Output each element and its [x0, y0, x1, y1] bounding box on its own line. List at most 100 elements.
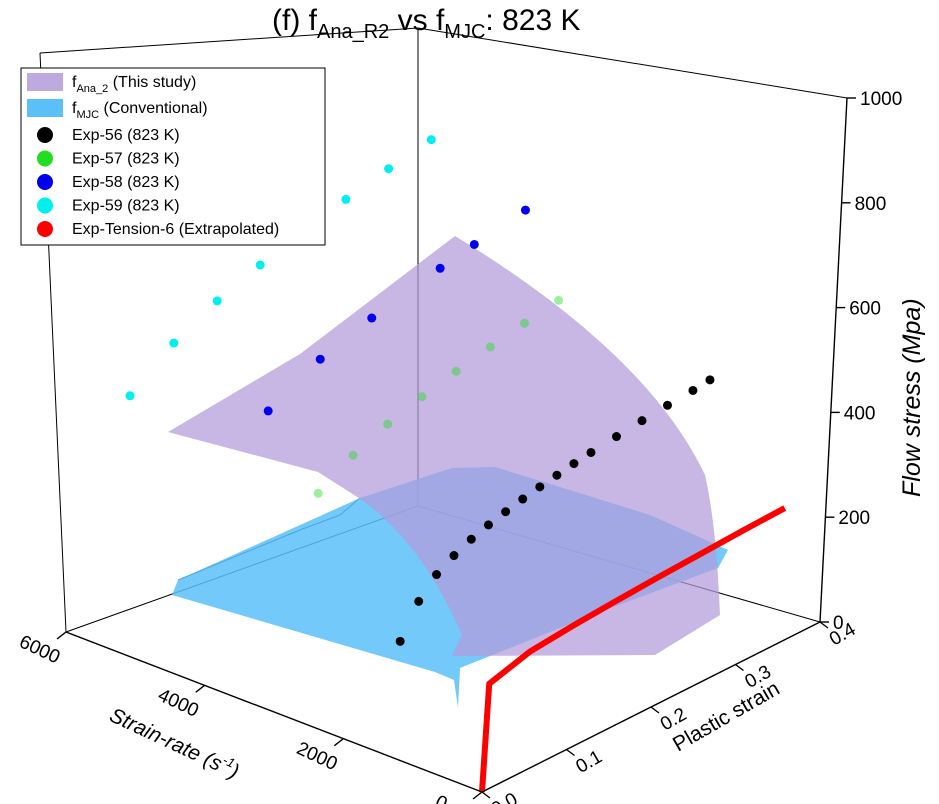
plastic-strain-tick-label: 0.0	[488, 789, 521, 804]
data-point	[426, 135, 436, 145]
legend-marker	[37, 197, 53, 214]
legend-series-label: Exp-59 (823 K)	[72, 198, 180, 215]
flow-stress-tick-label: 400	[844, 403, 876, 424]
data-point	[367, 313, 377, 323]
data-point	[662, 400, 672, 410]
plastic-strain-tick-mark	[735, 663, 744, 672]
strain-rate-tick-mark	[195, 684, 206, 693]
legend-box	[20, 67, 326, 246]
chart-title: (f) fAna_R2 vs fMJC: 823 K	[272, 4, 580, 43]
frame-back-top-right	[417, 27, 848, 99]
data-point	[255, 260, 265, 270]
data-point	[552, 470, 562, 480]
strain-rate-label-sup: -1	[221, 752, 238, 770]
strain-rate-tick-label: 0	[432, 791, 450, 804]
legend-mjc-sub: MJC	[76, 109, 99, 121]
data-point	[414, 596, 424, 606]
flow-stress-tick-label: 800	[855, 194, 887, 215]
strain-rate-tick-mark	[472, 791, 483, 800]
data-point	[313, 488, 323, 498]
legend-series-label: Exp-56 (823 K)	[72, 127, 180, 144]
strain-rate-tick-mark	[56, 631, 67, 640]
data-point	[395, 636, 405, 646]
series-line-tension	[479, 505, 787, 793]
data-point	[520, 205, 530, 215]
legend-ana-sub: Ana_2	[76, 83, 108, 95]
flow-stress-axis: 0 200 400 600 800 1000 Flow stress (Mpa)	[819, 89, 926, 634]
data-point	[705, 375, 715, 385]
data-point	[432, 570, 442, 580]
legend-marker	[37, 127, 53, 143]
legend-marker	[37, 221, 53, 237]
data-point	[469, 239, 479, 249]
surface-ana	[168, 236, 720, 656]
strain-rate-tick-label: 6000	[16, 631, 63, 668]
data-point	[483, 520, 493, 530]
strain-rate-tick-label: 2000	[293, 738, 340, 775]
scatter-layer	[125, 135, 787, 793]
data-point	[384, 164, 394, 174]
data-point	[485, 342, 495, 352]
data-point	[611, 432, 621, 442]
surface-mjc-edge	[177, 497, 361, 581]
flow-stress-tick-label: 600	[849, 299, 881, 320]
data-point	[554, 295, 564, 305]
data-point	[341, 194, 351, 204]
data-point	[263, 406, 273, 416]
flow-stress-tick-label: 200	[838, 508, 870, 529]
chart-title-sub2: MJC	[444, 21, 485, 43]
plastic-strain-tick-mark	[566, 748, 575, 757]
flow-stress-axis-line	[819, 97, 848, 623]
chart-title-mid: vs f	[389, 4, 445, 37]
legend-series-label: Exp-57 (823 K)	[72, 151, 180, 168]
data-point	[688, 385, 698, 395]
strain-rate-axis-label: Strain-rate (s-1)	[106, 701, 244, 784]
data-point	[169, 338, 179, 348]
legend: fAna_2 (This study) fMJC (Conventional) …	[20, 67, 326, 246]
legend-label-mjc: fMJC (Conventional)	[72, 100, 208, 121]
chart-title-suffix: : 823 K	[485, 4, 580, 37]
data-point	[451, 366, 461, 376]
data-point	[586, 447, 596, 457]
legend-ana-main: f	[72, 74, 77, 91]
plastic-strain-tick-mark	[819, 621, 829, 629]
legend-marker	[37, 150, 53, 167]
flow-stress-tick-label: 1000	[860, 89, 902, 110]
legend-ana-rest: (This study)	[108, 74, 196, 91]
legend-swatch-ana	[27, 73, 63, 91]
data-point	[637, 416, 647, 426]
data-point	[466, 534, 476, 544]
legend-mjc-main: f	[72, 100, 77, 117]
data-point	[449, 551, 459, 561]
data-point	[315, 354, 325, 364]
flow-stress-tick-label: 0	[833, 613, 844, 634]
legend-marker	[37, 174, 53, 190]
legend-series-label: Exp-Tension-6 (Extrapolated)	[72, 221, 279, 238]
flow-stress-ticks: 0 200 400 600 800 1000	[820, 89, 902, 634]
plastic-strain-tick-label: 0.1	[573, 746, 606, 777]
legend-swatch-mjc	[27, 99, 63, 117]
plastic-strain-tick-mark	[481, 791, 491, 799]
data-point	[125, 391, 135, 401]
chart-title-prefix: (f) f	[272, 4, 318, 37]
strain-rate-tick-label: 4000	[155, 685, 202, 722]
strain-rate-label-text: Strain-rate (s	[106, 704, 226, 776]
legend-series-label: Exp-58 (823 K)	[72, 174, 180, 191]
flow-stress-axis-label: Flow stress (Mpa)	[898, 298, 926, 497]
legend-series: Exp-56 (823 K) Exp-57 (823 K) Exp-58 (823 …	[37, 127, 279, 238]
strain-rate-tick-mark	[333, 738, 344, 747]
legend-label-ana: fAna_2 (This study)	[72, 74, 196, 95]
data-point	[518, 494, 528, 504]
data-point	[520, 318, 530, 328]
data-point	[569, 459, 579, 469]
data-point	[348, 450, 358, 460]
plastic-strain-tick-mark	[650, 706, 660, 714]
frame-back-top-left	[39, 27, 419, 54]
data-point	[435, 263, 445, 273]
legend-mjc-rest: (Conventional)	[99, 100, 208, 117]
data-point	[383, 419, 393, 429]
strain-rate-axis-line	[65, 631, 483, 793]
data-point	[501, 507, 511, 517]
data-point	[212, 296, 222, 306]
